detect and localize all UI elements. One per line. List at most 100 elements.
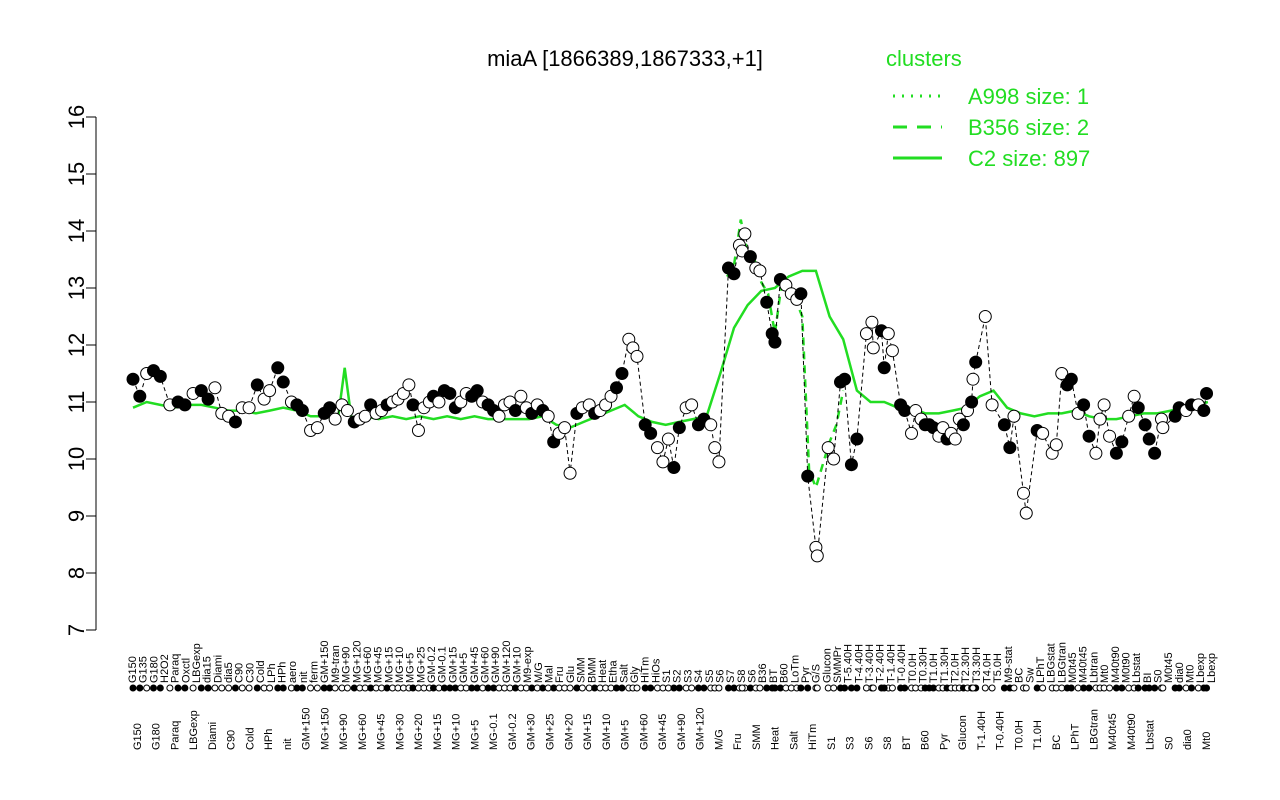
data-point (727, 267, 741, 281)
x-tick-label: Mt0 (1099, 665, 1111, 683)
x-tick-label: S4 (693, 670, 705, 683)
data-point (965, 395, 979, 409)
data-point (865, 315, 879, 329)
x-tick-label: BMM (586, 657, 598, 683)
data-point (153, 369, 167, 383)
x-rug-marker (1188, 684, 1196, 692)
x-rug-marker (647, 684, 655, 692)
x-tick-label: S7 (725, 670, 737, 683)
x-tick-label: HiTm (807, 724, 819, 750)
chart-title: miaA [1866389,1867333,+1] (487, 46, 763, 71)
data-point (1036, 426, 1050, 440)
x-tick-label: GM+20 (563, 714, 575, 750)
x-tick-label: LBGtran (1056, 642, 1068, 683)
x-rug-marker (211, 684, 219, 692)
data-point (1077, 398, 1091, 412)
x-tick-label: G/S (811, 664, 823, 683)
x-tick-label: T1.30H (939, 647, 951, 683)
data-point (956, 418, 970, 432)
x-rug-marker (988, 684, 996, 692)
x-tick-label: B36 (757, 663, 769, 683)
x-tick-label: GM+60 (638, 714, 650, 750)
x-tick-label: S6 (714, 670, 726, 683)
x-rug-marker (1106, 684, 1114, 692)
x-tick-label: Paraq (169, 721, 181, 750)
x-tick-label: GM+120 (695, 708, 707, 751)
x-axis: G150G135G180H2O2ParaqOxctlLBGexpdia15Dia… (127, 641, 1218, 751)
data-point (704, 418, 718, 432)
y-tick-label: 8 (64, 567, 89, 579)
x-rug-marker (313, 684, 321, 692)
x-tick-label: BI (1142, 673, 1154, 683)
x-tick-label: GM+15 (582, 714, 594, 750)
x-tick-label: GM-0.1 (437, 646, 449, 683)
data-point (966, 372, 980, 386)
x-tick-label: Oxctl (180, 658, 192, 683)
x-tick-label: Cold (255, 660, 267, 683)
data-point (859, 327, 873, 341)
point-trace (132, 233, 1207, 556)
x-tick-label: T4.0H (982, 653, 994, 683)
data-point (753, 264, 767, 278)
x-rug-marker (700, 684, 708, 692)
data-point (850, 432, 864, 446)
x-tick-label: B60 (920, 730, 932, 750)
y-tick-label: 7 (64, 624, 89, 636)
legend: clusters A998 size: 1 B356 size: 2 C2 size… (886, 46, 1090, 171)
data-point (1131, 401, 1145, 415)
x-tick-label: MG+90 (341, 647, 353, 683)
x-tick-label: GM-0.2 (507, 713, 519, 750)
x-rug-marker (1151, 684, 1159, 692)
data-point (1156, 421, 1170, 435)
x-rug-marker (1159, 684, 1167, 692)
x-tick-label: BT (901, 736, 913, 750)
x-rug-marker (1010, 684, 1018, 692)
x-tick-label: T2.30H (960, 647, 972, 683)
x-tick-label: GM+150 (301, 708, 313, 751)
data-point (194, 384, 208, 398)
x-tick-label: G180 (148, 656, 160, 683)
data-point (1019, 506, 1033, 520)
data-point (541, 409, 555, 423)
data-point (563, 466, 577, 480)
x-tick-label: dia0 (1174, 662, 1186, 683)
x-tick-label: S2 (672, 670, 684, 683)
y-tick-label: 13 (64, 276, 89, 300)
data-point (768, 335, 782, 349)
x-tick-label: G135 (138, 656, 150, 683)
x-tick-label: GM+5 (620, 720, 632, 750)
x-tick-label: GM+45 (469, 647, 481, 683)
x-rug-marker (238, 684, 246, 692)
x-tick-label: GM+10 (601, 714, 613, 750)
x-tick-label: Diami (212, 655, 224, 683)
data-point (328, 412, 342, 426)
x-tick-label: GM+45 (657, 714, 669, 750)
data-point (969, 355, 983, 369)
x-rug-marker (1175, 684, 1183, 692)
x-tick-label: S8 (736, 670, 748, 683)
x-tick-label: S0 (1152, 670, 1164, 683)
x-rug-marker (841, 684, 849, 692)
x-tick-label: MG+45 (376, 714, 388, 750)
x-tick-label: Lbstat (1145, 720, 1157, 750)
x-tick-label: GM-0.2 (426, 646, 438, 683)
x-tick-label: M/G (533, 662, 545, 683)
x-tick-label: Salt (788, 731, 800, 750)
data-point (866, 341, 880, 355)
data-point (821, 441, 835, 455)
data-point (844, 458, 858, 472)
y-tick-label: 16 (64, 105, 89, 129)
x-rug-marker (181, 684, 189, 692)
x-rug-marker (1085, 684, 1093, 692)
x-tick-label: MG+10 (451, 714, 463, 750)
x-rug-marker (166, 684, 174, 692)
points-layer (126, 227, 1214, 563)
x-tick-label: T-3.40H (864, 644, 876, 683)
x-rug-marker (253, 684, 261, 692)
x-tick-label: dia0 (1182, 729, 1194, 750)
x-rug-marker (830, 684, 838, 692)
data-point (644, 426, 658, 440)
y-tick-label: 12 (64, 333, 89, 357)
x-rug-marker (218, 684, 226, 692)
